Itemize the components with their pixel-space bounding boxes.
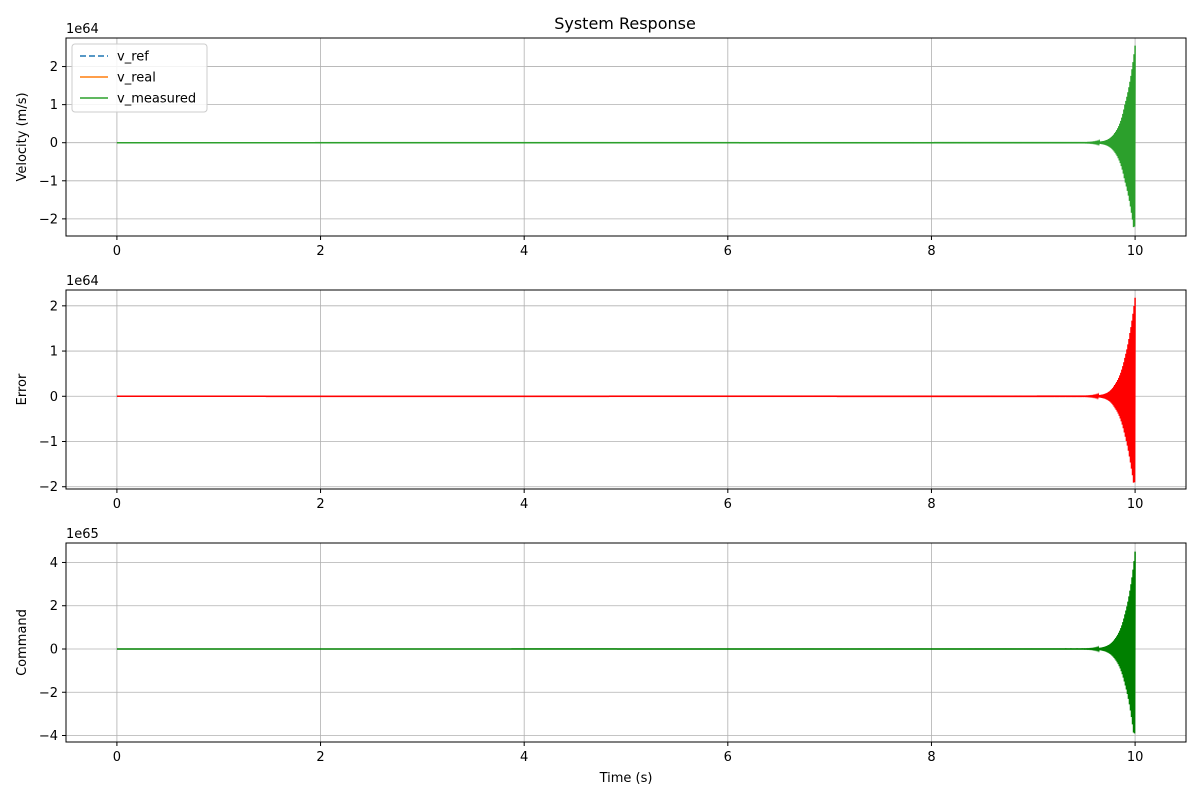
velocity-axes-frame: [65, 37, 1187, 237]
legend-label-v-measured: v_measured: [117, 92, 196, 107]
velocity-x-tick-label: 2: [316, 244, 324, 259]
legend-label-v-ref: v_ref: [117, 50, 149, 65]
error-y-tick-label: 2: [50, 299, 58, 314]
command-y-tick-label: 2: [50, 599, 58, 614]
error-subplot: 0 2 4 6 8 10 −2 −1 0 1 2 1e64 Error: [15, 274, 1187, 512]
velocity-x-tick-label: 0: [113, 244, 121, 259]
velocity-y-axis-label: Velocity (m/s): [15, 92, 30, 181]
error-x-tick-label: 2: [316, 497, 324, 512]
command-subplot: 0 2 4 6 8 10 −4 −2 0 2 4 1e65 Command Time (s): [15, 527, 1187, 786]
command-x-tick-label: 8: [927, 750, 935, 765]
command-series-group: [116, 551, 1136, 734]
error-y-axis-label: Error: [15, 373, 30, 405]
command-x-tick-label: 6: [724, 750, 732, 765]
command-y-tick-label: 0: [50, 642, 58, 657]
error-y-tick-label: 0: [50, 390, 58, 405]
series-command-line: [116, 551, 1136, 734]
command-y-tick-label: −2: [39, 686, 58, 701]
velocity-x-tick-label: 6: [724, 244, 732, 259]
legend-label-v-real: v_real: [117, 71, 156, 86]
command-x-axis-label: Time (s): [599, 771, 653, 786]
error-x-tick-label: 10: [1127, 497, 1144, 512]
legend-box: [71, 43, 208, 113]
command-x-tick-label: 10: [1127, 750, 1144, 765]
command-x-tick-label: 4: [520, 750, 528, 765]
error-x-tick-label: 6: [724, 497, 732, 512]
velocity-y-tick-label: 1: [50, 98, 58, 113]
velocity-y-tick-label: −2: [39, 212, 58, 227]
command-x-tick-label: 2: [316, 750, 324, 765]
command-y-axis-label: Command: [15, 609, 30, 676]
command-axes-frame: [65, 542, 1187, 743]
error-x-tick-label: 0: [113, 497, 121, 512]
velocity-y-tick-label: 2: [50, 60, 58, 75]
error-y-tick-label: −2: [39, 480, 58, 495]
command-y-tick-label: 4: [50, 556, 58, 571]
error-y-tick-label: −1: [39, 435, 58, 450]
error-x-tick-label: 4: [520, 497, 528, 512]
velocity-y-multiplier: 1e64: [66, 22, 99, 37]
velocity-y-tick-label: 0: [50, 136, 58, 151]
error-y-tick-label: 1: [50, 345, 58, 360]
velocity-series-group: [116, 45, 1136, 228]
error-y-multiplier: 1e64: [66, 274, 99, 289]
figure-title: System Response: [554, 14, 696, 33]
error-series-group: [116, 297, 1136, 483]
velocity-x-tick-label: 10: [1127, 244, 1144, 259]
velocity-x-tick-label: 4: [520, 244, 528, 259]
error-grid: [66, 290, 1186, 489]
velocity-x-tick-label: 8: [927, 244, 935, 259]
series-error-line: [116, 297, 1136, 483]
velocity-legend: v_ref v_real v_measured: [71, 43, 208, 113]
error-axes-frame: [65, 289, 1187, 490]
velocity-y-tick-label: −1: [39, 174, 58, 189]
error-x-tick-label: 8: [927, 497, 935, 512]
series-v-measured-line: [116, 45, 1136, 228]
command-x-tick-label: 0: [113, 750, 121, 765]
command-y-multiplier: 1e65: [66, 527, 99, 542]
command-grid: [66, 543, 1186, 742]
command-y-tick-label: −4: [39, 729, 58, 744]
velocity-grid: [66, 38, 1186, 236]
